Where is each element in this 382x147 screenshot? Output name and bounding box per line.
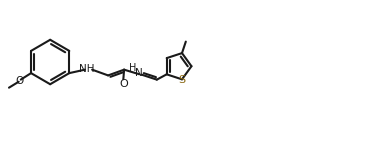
- Text: O: O: [119, 79, 128, 89]
- Text: N: N: [136, 68, 143, 78]
- Text: NH: NH: [79, 64, 94, 74]
- Text: S: S: [178, 75, 186, 85]
- Text: O: O: [16, 76, 24, 86]
- Text: H: H: [129, 63, 136, 73]
